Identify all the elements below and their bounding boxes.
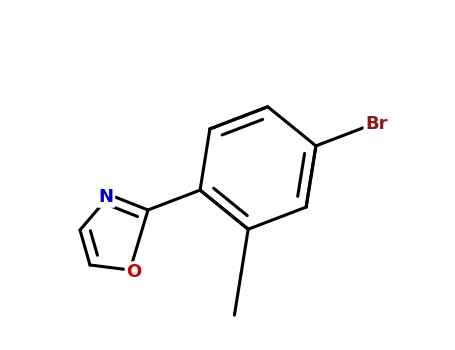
Text: Br: Br (365, 116, 388, 133)
Text: N: N (98, 188, 113, 206)
Text: O: O (126, 263, 142, 281)
Text: Br: Br (365, 116, 388, 133)
Text: O: O (126, 263, 142, 281)
Text: N: N (98, 188, 113, 206)
